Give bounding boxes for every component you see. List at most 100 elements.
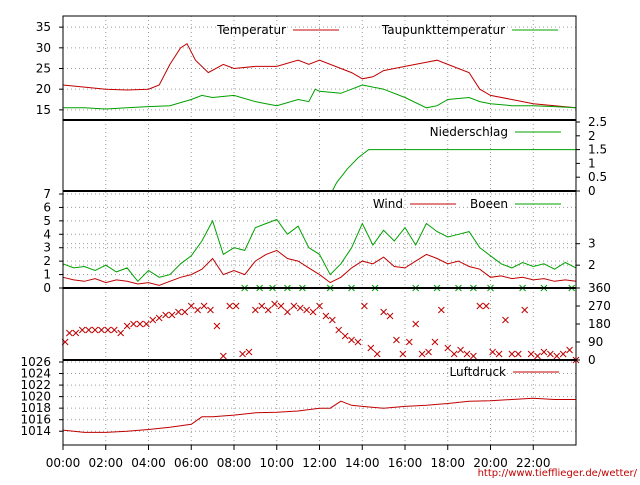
direction-point <box>252 306 259 314</box>
x-tick-label: 08:00 <box>217 456 252 470</box>
direction-point <box>187 302 195 310</box>
x-tick-label: 12:00 <box>302 456 337 470</box>
direction-point <box>328 316 336 324</box>
direction-point <box>341 332 349 340</box>
direction-point <box>181 308 189 316</box>
y-tick-label-right: 2 <box>588 258 596 272</box>
y-tick-label-right: 1.5 <box>588 143 607 157</box>
direction-point <box>322 312 330 320</box>
y-tick-label-left: 6 <box>43 200 51 214</box>
direction-point <box>104 326 112 334</box>
direction-point <box>271 300 278 308</box>
y-tick-label-left: 3 <box>43 241 51 255</box>
direction-point <box>316 302 323 310</box>
direction-point <box>386 312 394 320</box>
y-tick-label-left: 1024 <box>20 367 51 381</box>
y-tick-label-left: 1 <box>43 268 51 282</box>
direction-point <box>110 326 118 334</box>
direction-point <box>367 344 375 352</box>
direction-point <box>258 302 266 310</box>
y-tick-label-right: 2.5 <box>588 115 607 129</box>
direction-point <box>239 350 246 358</box>
direction-point <box>284 308 291 316</box>
direction-point <box>296 304 304 312</box>
y-tick-label-right: 360 <box>588 281 611 295</box>
direction-point <box>66 329 73 337</box>
x-tick-label: 20:00 <box>473 456 508 470</box>
direction-point <box>457 346 464 354</box>
y-tick-label-left: 20 <box>36 82 51 96</box>
direction-point <box>450 350 458 358</box>
direction-point <box>290 302 298 310</box>
direction-point <box>130 320 137 328</box>
direction-point <box>85 326 93 334</box>
y-tick-label-left: 25 <box>36 62 51 76</box>
direction-point <box>418 350 426 358</box>
direction-point <box>168 311 176 319</box>
y-tick-label-right: 2 <box>588 129 596 143</box>
direction-point <box>149 316 157 324</box>
direction-point <box>155 314 163 322</box>
direction-point <box>412 320 420 328</box>
direction-point <box>495 350 503 358</box>
legend-label-temperatur: Temperatur <box>216 23 286 37</box>
direction-point <box>482 302 490 310</box>
direction-point <box>117 329 125 337</box>
y-tick-label-right: 3 <box>588 237 596 251</box>
y-tick-label-left: 1026 <box>20 355 51 369</box>
direction-point <box>514 350 522 358</box>
direction-point <box>136 320 144 328</box>
legend-label-boeen: Boeen <box>470 197 508 211</box>
direction-point <box>476 302 484 310</box>
direction-point <box>553 352 561 360</box>
wind-line <box>62 249 577 286</box>
direction-point <box>437 306 445 314</box>
legend-label-niederschlag: Niederschlag <box>430 125 508 139</box>
direction-point <box>213 322 221 330</box>
direction-point <box>425 348 432 356</box>
direction-point <box>393 336 400 344</box>
direction-point <box>335 326 343 334</box>
direction-point <box>78 326 86 334</box>
direction-point <box>546 350 554 358</box>
direction-point <box>207 306 214 314</box>
boeen-line <box>62 218 577 283</box>
y-tick-label-right: 0 <box>588 184 596 198</box>
direction-point <box>399 350 407 358</box>
y-tick-label-left: 30 <box>36 41 51 55</box>
direction-point <box>489 348 496 356</box>
direction-point <box>232 302 240 310</box>
y-tick-label-left: 0 <box>43 281 51 295</box>
y-tick-label-right: 0 <box>588 353 596 367</box>
direction-point <box>175 308 182 316</box>
taupunkttemperatur-line <box>63 84 577 110</box>
direction-point <box>431 338 439 346</box>
luftdruck-line <box>62 397 576 433</box>
direction-point <box>123 322 131 330</box>
direction-point <box>354 338 362 346</box>
x-tick-label: 14:00 <box>345 456 380 470</box>
direction-point <box>508 350 516 358</box>
y-tick-label-left: 1018 <box>20 401 51 415</box>
direction-point <box>194 306 202 314</box>
legend-label-luftdruck: Luftdruck <box>449 365 506 379</box>
x-tick-label: 04:00 <box>131 456 166 470</box>
direction-point <box>521 306 529 314</box>
direction-point <box>264 306 272 314</box>
legend-label-taupunkttemperatur: Taupunkttemperatur <box>381 23 505 37</box>
direction-point <box>527 350 535 358</box>
direction-point <box>91 326 99 334</box>
direction-point <box>463 350 471 358</box>
direction-point <box>373 350 381 358</box>
direction-point <box>566 346 573 354</box>
direction-point <box>502 316 509 324</box>
direction-point <box>534 352 541 360</box>
direction-point <box>162 311 169 319</box>
footer-url[interactable]: http://www.tiefflieger.de/wetter/ <box>478 468 638 479</box>
y-tick-label-left: 5 <box>43 214 51 228</box>
y-tick-label-right: 0.5 <box>588 170 607 184</box>
plot-frame <box>62 15 577 446</box>
y-tick-label-left: 1020 <box>20 390 51 404</box>
x-tick-label: 22:00 <box>516 456 551 470</box>
